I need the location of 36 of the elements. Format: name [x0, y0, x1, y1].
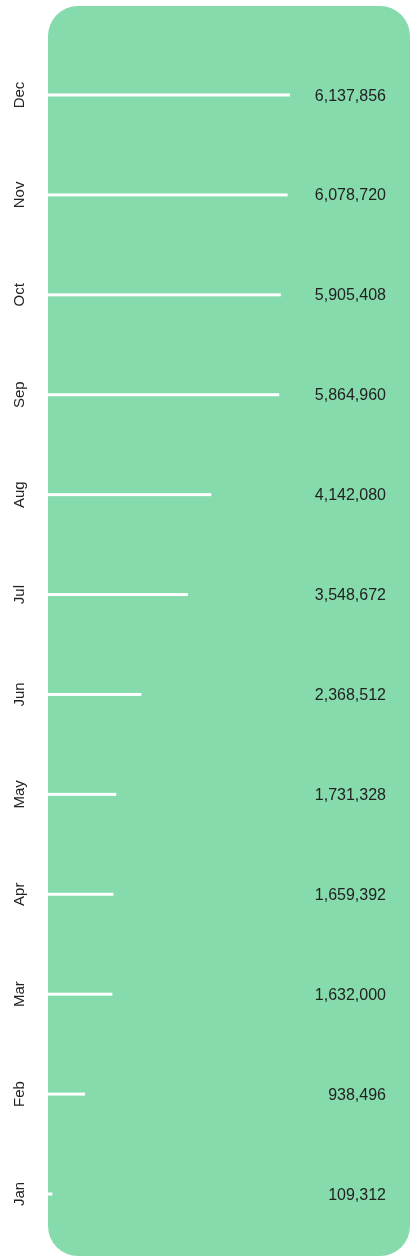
y-tick-label: Sep: [9, 381, 27, 409]
y-tick-label: Jan: [9, 1181, 27, 1207]
data-label: 5,905,408: [314, 286, 387, 304]
y-tick-label: Jul: [9, 584, 27, 605]
bar: [48, 593, 188, 597]
bar: [48, 93, 290, 97]
bar: [48, 493, 212, 497]
y-tick-label: Nov: [9, 181, 27, 209]
bar: [48, 792, 117, 796]
data-label: 1,731,328: [314, 785, 387, 803]
data-label: 938,496: [328, 1085, 387, 1103]
data-label: 6,137,856: [314, 86, 387, 104]
y-tick-label: May: [9, 779, 27, 809]
bar: [48, 892, 114, 896]
data-label: 1,659,392: [314, 885, 387, 903]
bar: [48, 1092, 85, 1096]
bar: [48, 193, 288, 197]
y-tick-label: Mar: [9, 981, 27, 1008]
data-label: 2,368,512: [314, 685, 387, 703]
data-label: 6,078,720: [314, 186, 387, 204]
y-tick-label: Aug: [9, 481, 27, 508]
bar: [48, 992, 113, 996]
data-label: 109,312: [328, 1185, 387, 1203]
bar: [48, 293, 281, 297]
data-label: 1,632,000: [314, 985, 387, 1003]
y-tick-label: Oct: [9, 282, 27, 307]
y-tick-label: Apr: [9, 882, 27, 906]
y-tick-label: Dec: [9, 81, 27, 109]
data-label: 5,864,960: [314, 386, 387, 404]
bar: [48, 1192, 53, 1196]
bar: [48, 692, 142, 696]
data-label: 3,548,672: [314, 586, 387, 604]
y-tick-label: Feb: [9, 1081, 27, 1108]
y-tick-label: Jun: [9, 682, 27, 707]
data-label: 4,142,080: [314, 486, 387, 504]
bar: [48, 393, 280, 397]
